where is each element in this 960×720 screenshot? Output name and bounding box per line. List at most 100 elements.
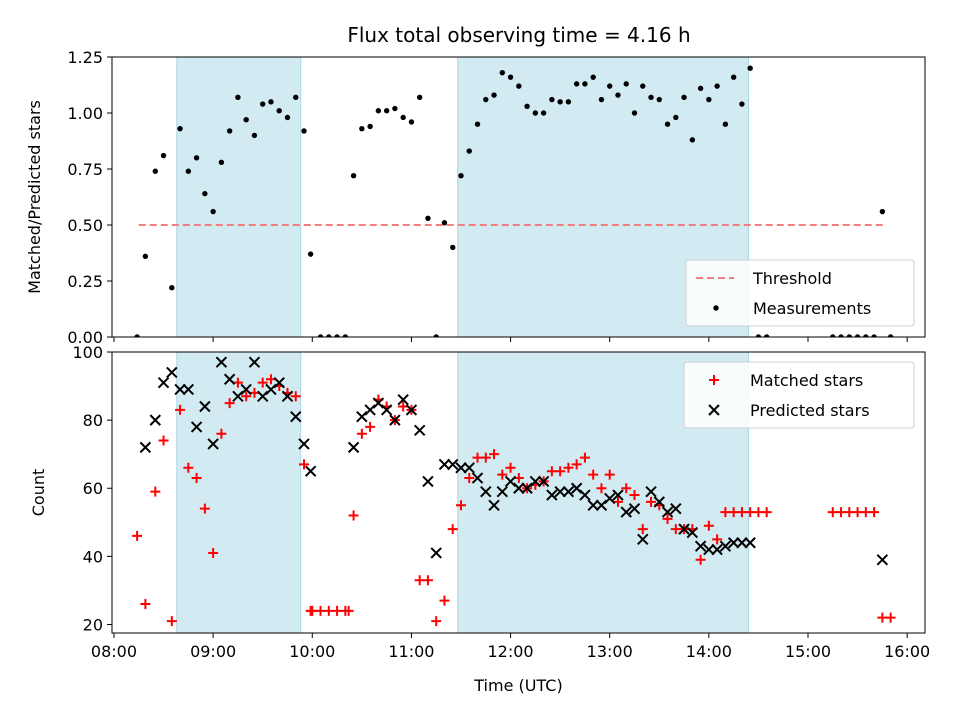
matched-stars-point — [140, 599, 151, 610]
measurement-point — [491, 92, 497, 98]
y-tick-label: 60 — [83, 479, 103, 498]
count-panel: 20 40 60 80 100 08:00 09:00 10:00 11:00 12:00 13:0… — [29, 343, 930, 695]
measurement-point — [722, 121, 729, 127]
measurement-point — [268, 99, 274, 105]
predicted-stars-point — [637, 533, 649, 546]
measurement-point — [177, 125, 183, 132]
measurement-point — [160, 152, 167, 159]
measurement-point — [846, 334, 853, 337]
measurement-point — [425, 215, 431, 221]
x-tick-label: 15:00 — [785, 642, 831, 661]
matched-stars-point — [612, 496, 623, 507]
predicted-stars-point — [595, 499, 608, 511]
x-tick-label: 09:00 — [190, 642, 236, 661]
predicted-stars-point — [504, 475, 517, 488]
measurement-point — [664, 121, 671, 127]
measurement-point — [623, 81, 629, 87]
legend: Threshold Measurements — [685, 259, 915, 327]
measurement-point — [499, 69, 506, 76]
predicted-stars-point — [579, 489, 591, 501]
predicted-stars-point — [570, 482, 583, 494]
observing-window-band — [176, 57, 302, 337]
matched-stars-point — [348, 510, 359, 521]
matched-stars-point — [579, 452, 590, 463]
measurement-point — [400, 114, 406, 121]
plot-area — [132, 352, 896, 633]
measurement-point — [251, 132, 258, 139]
matched-stars-point — [150, 486, 161, 497]
predicted-stars-point — [232, 390, 244, 402]
predicted-stars-point — [719, 540, 732, 552]
measurement-point — [532, 110, 539, 116]
measurement-point — [383, 108, 390, 114]
predicted-stars-point — [372, 397, 385, 409]
x-tick-label: 08:00 — [91, 642, 137, 661]
predicted-stars-point — [703, 543, 715, 556]
measurement-point — [739, 101, 745, 107]
measurement-point — [863, 334, 869, 337]
matched-stars-point — [191, 473, 202, 484]
matched-stars-point — [637, 524, 648, 535]
measurement-point — [598, 96, 605, 103]
matched-stars-point — [885, 612, 896, 623]
x-tick-label: 16:00 — [884, 642, 930, 661]
matched-stars-point — [447, 524, 458, 535]
predicted-stars-point — [463, 462, 475, 474]
predicted-stars-point — [389, 414, 401, 426]
matched-stars-point — [703, 520, 714, 531]
predicted-stars-point — [612, 489, 624, 501]
predicted-stars-point — [546, 489, 558, 501]
predicted-stars-point — [273, 376, 285, 389]
measurement-point — [293, 94, 299, 101]
predicted-stars-point — [587, 499, 599, 511]
matched-stars-point — [489, 449, 500, 460]
predicted-stars-point — [248, 356, 261, 368]
measurement-point — [681, 94, 687, 101]
measurement-point — [714, 83, 720, 89]
measurement-point — [607, 83, 613, 89]
predicted-stars-point — [736, 537, 748, 549]
measurement-point — [350, 173, 357, 179]
measurement-point — [301, 128, 307, 134]
measurement-point — [441, 220, 448, 226]
measurement-point — [326, 334, 332, 337]
figure-title: Flux total observing time = 4.16 h — [347, 23, 690, 47]
measurement-point — [226, 128, 233, 134]
measurement-point — [830, 334, 836, 337]
axes-frame — [111, 56, 926, 338]
predicted-stars-point — [480, 485, 492, 498]
predicted-stars-point — [347, 441, 360, 454]
matched-stars-point — [257, 377, 268, 388]
predicted-stars-point — [298, 438, 310, 450]
y-tick-label: 0.25 — [67, 272, 103, 291]
predicted-stars-point — [686, 526, 699, 539]
predicted-stars-point — [304, 465, 317, 477]
measurement-point — [408, 119, 415, 125]
legend-label: Matched stars — [750, 371, 863, 390]
axes-frame — [111, 351, 926, 634]
measurement-point — [474, 121, 481, 127]
measurement-point — [317, 334, 324, 337]
measurement-point — [590, 74, 596, 80]
predicted-stars-point — [430, 547, 442, 559]
measurement-point — [169, 285, 175, 291]
measurement-point — [648, 94, 654, 101]
predicted-stars-point — [290, 411, 302, 423]
legend-label: Predicted stars — [750, 401, 870, 420]
predicted-stars-point — [694, 540, 707, 552]
measurement-point — [540, 110, 547, 116]
measurement-point — [193, 155, 200, 161]
measurement-point — [276, 108, 282, 114]
matched-stars-point — [199, 503, 210, 514]
measurement-point — [871, 334, 877, 337]
matched-stars-point — [299, 459, 310, 470]
measurement-point — [243, 117, 249, 123]
x-tick-label: 14:00 — [686, 642, 732, 661]
measurement-point — [887, 334, 894, 337]
matched-stars-point — [232, 377, 243, 388]
predicted-stars-point — [207, 438, 219, 450]
predicted-stars-point — [265, 383, 277, 396]
predicted-stars-point — [661, 506, 674, 518]
predicted-stars-point — [604, 492, 616, 505]
predicted-stars-point — [438, 458, 451, 471]
